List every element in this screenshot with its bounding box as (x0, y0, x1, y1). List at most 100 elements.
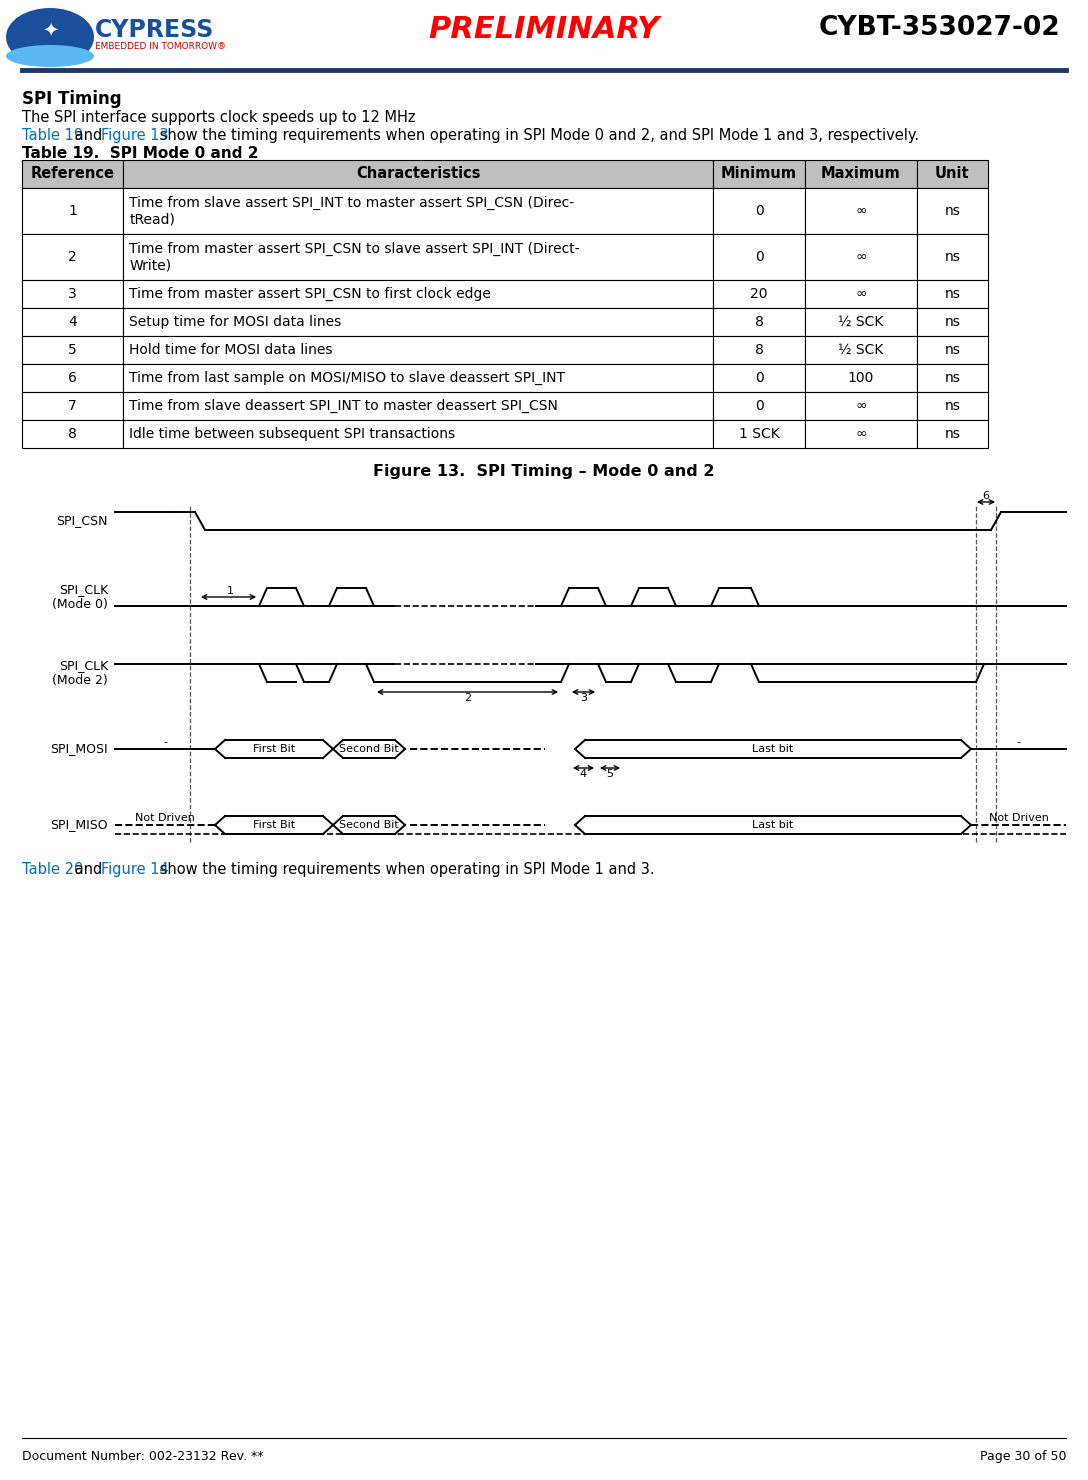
Text: 20: 20 (751, 287, 768, 300)
Text: 2: 2 (463, 693, 471, 703)
Text: Time from slave deassert SPI_INT to master deassert SPI_CSN: Time from slave deassert SPI_INT to mast… (129, 400, 558, 413)
Text: Table 20: Table 20 (22, 861, 84, 878)
Text: Document Number: 002-23132 Rev. **: Document Number: 002-23132 Rev. ** (22, 1450, 263, 1464)
Text: SPI_MOSI: SPI_MOSI (50, 743, 108, 755)
Bar (805, 160, 917, 188)
Text: show the timing requirements when operating in SPI Mode 1 and 3.: show the timing requirements when operat… (156, 861, 655, 878)
Text: SPI_CSN: SPI_CSN (57, 515, 108, 527)
Bar (805, 420, 917, 448)
Bar (917, 234, 988, 280)
Text: SPI_CLK
(Mode 0): SPI_CLK (Mode 0) (52, 583, 108, 611)
Bar (713, 160, 805, 188)
Text: ns: ns (944, 287, 960, 300)
Text: 5: 5 (69, 343, 77, 357)
Bar (22, 364, 123, 392)
Text: Unit: Unit (935, 166, 969, 182)
Text: ½ SCK: ½ SCK (838, 343, 883, 357)
Text: Figure 13: Figure 13 (101, 127, 169, 144)
Text: Time from master assert SPI_CSN to first clock edge: Time from master assert SPI_CSN to first… (129, 287, 491, 300)
Bar (22, 280, 123, 308)
Text: CYBT-353027-02: CYBT-353027-02 (818, 15, 1060, 41)
Text: ½ SCK: ½ SCK (838, 315, 883, 329)
Bar (917, 364, 988, 392)
Text: 2: 2 (69, 250, 77, 263)
Text: ns: ns (944, 343, 960, 357)
Text: 8: 8 (755, 315, 764, 329)
Text: Last bit: Last bit (753, 820, 793, 830)
Text: EMBEDDED IN TOMORROW®: EMBEDDED IN TOMORROW® (95, 41, 226, 50)
Text: Idle time between subsequent SPI transactions: Idle time between subsequent SPI transac… (129, 428, 456, 441)
Text: Maximum: Maximum (821, 166, 901, 182)
Bar (805, 364, 917, 392)
Text: Page 30 of 50: Page 30 of 50 (979, 1450, 1066, 1464)
Bar (123, 364, 713, 392)
Text: Setup time for MOSI data lines: Setup time for MOSI data lines (129, 315, 342, 329)
Bar (713, 234, 805, 280)
Bar (123, 280, 713, 308)
Bar (123, 234, 713, 280)
Text: Figure 14: Figure 14 (101, 861, 169, 878)
Text: 6: 6 (69, 371, 77, 385)
Bar (123, 336, 713, 364)
Text: 8: 8 (755, 343, 764, 357)
Bar (713, 280, 805, 308)
Bar (713, 420, 805, 448)
Text: ∞: ∞ (855, 250, 867, 263)
Text: The SPI interface supports clock speeds up to 12 MHz: The SPI interface supports clock speeds … (22, 110, 416, 124)
Bar (713, 188, 805, 234)
Bar (805, 308, 917, 336)
Bar (22, 160, 123, 188)
Ellipse shape (7, 44, 94, 67)
Text: ✦: ✦ (41, 21, 58, 40)
Bar (123, 188, 713, 234)
Bar (917, 160, 988, 188)
Text: 5: 5 (606, 770, 614, 778)
Text: 100: 100 (848, 371, 874, 385)
Ellipse shape (7, 7, 94, 67)
Bar (123, 392, 713, 420)
Bar (917, 420, 988, 448)
Bar (22, 188, 123, 234)
Bar (805, 280, 917, 308)
Bar (917, 188, 988, 234)
Text: 6: 6 (982, 491, 989, 502)
Bar (123, 308, 713, 336)
Text: Last bit: Last bit (753, 744, 793, 753)
Text: ns: ns (944, 428, 960, 441)
Bar (713, 392, 805, 420)
Bar (805, 392, 917, 420)
Text: and: and (71, 127, 108, 144)
Text: 3: 3 (69, 287, 77, 300)
Bar (917, 308, 988, 336)
Bar (917, 280, 988, 308)
Text: Time from last sample on MOSI/MISO to slave deassert SPI_INT: Time from last sample on MOSI/MISO to sl… (129, 371, 566, 385)
Bar (395, 604, 535, 607)
Text: 0: 0 (755, 250, 764, 263)
Text: and: and (71, 861, 108, 878)
Text: 0: 0 (755, 204, 764, 218)
Bar (805, 234, 917, 280)
Bar (123, 420, 713, 448)
Text: ∞: ∞ (855, 400, 867, 413)
Bar (713, 308, 805, 336)
Text: 1 SCK: 1 SCK (739, 428, 779, 441)
Text: SPI_MISO: SPI_MISO (50, 818, 108, 832)
Bar (713, 364, 805, 392)
Text: ∞: ∞ (855, 204, 867, 218)
Bar (22, 308, 123, 336)
Text: Minimum: Minimum (721, 166, 798, 182)
Text: CYPRESS: CYPRESS (95, 18, 214, 41)
Text: ns: ns (944, 250, 960, 263)
Text: 0: 0 (755, 400, 764, 413)
Bar (395, 663, 535, 682)
Text: 1: 1 (69, 204, 77, 218)
Text: 4: 4 (580, 770, 588, 778)
Text: 4: 4 (69, 315, 77, 329)
Text: Characteristics: Characteristics (356, 166, 481, 182)
Bar (22, 420, 123, 448)
Bar (917, 392, 988, 420)
Text: First Bit: First Bit (252, 744, 295, 753)
Bar (805, 188, 917, 234)
Text: 8: 8 (69, 428, 77, 441)
Text: Hold time for MOSI data lines: Hold time for MOSI data lines (129, 343, 333, 357)
